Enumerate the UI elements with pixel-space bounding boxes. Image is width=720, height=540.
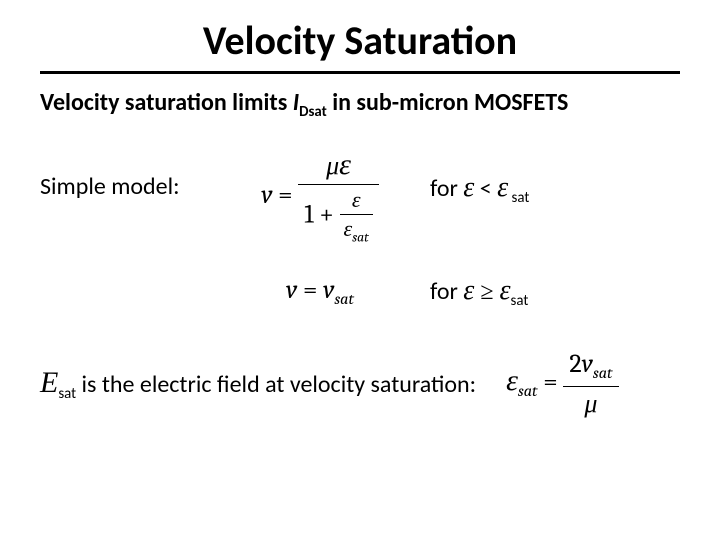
model-row-1: Simple model: v = με 1 + ε εsat for ε (40, 148, 680, 245)
eq1-den-frac-num: ε (352, 187, 361, 212)
subhead-var-sub: Dsat (299, 102, 327, 120)
page-title: Velocity Saturation (40, 16, 680, 65)
slide: Velocity Saturation Velocity saturation … (0, 0, 720, 540)
eq2-eq: = (297, 275, 323, 305)
footer-line: Esat is the electric field at velocity s… (40, 349, 680, 418)
eq1-den-oneplus: 1 + (304, 199, 339, 229)
eq3-lhs-sub: sat (518, 382, 538, 401)
eq3-eq: = (538, 367, 564, 397)
footer-text: Esat is the electric field at velocity s… (40, 366, 506, 402)
cond1-for: for (430, 174, 463, 203)
cond2-sub: sat (511, 291, 529, 309)
eq2-rhs-sub: sat (334, 290, 354, 309)
eq3-num-sub: sat (593, 365, 613, 384)
eq1-num-eps: ε (339, 148, 351, 181)
eq1-eq: = (272, 180, 298, 210)
eq3-num-v: v (582, 349, 593, 379)
eq1-lhs: v (261, 180, 272, 210)
cond2-eps2: ε (500, 275, 511, 306)
cond1-sub: sat (508, 188, 529, 206)
subhead-post: in sub-micron MOSFETS (327, 88, 569, 117)
cond2-for: for (430, 277, 463, 306)
model-row-2: v = vsat for ε ≥ εsat (40, 275, 680, 309)
eq3-num-2: 2 (569, 349, 581, 379)
cond1-lt: < (474, 174, 497, 203)
condition-1: for ε < ε sat (420, 148, 680, 206)
foot-E: E (40, 366, 58, 399)
eq1-num-mu: μ (326, 151, 339, 180)
model-label: Simple model: (40, 148, 220, 201)
eq2-rhs-v: v (323, 275, 334, 305)
eq1-den-frac-den-sub: sat (352, 230, 369, 245)
cond2-eps: ε (463, 275, 474, 306)
cond1-eps2: ε (497, 172, 508, 203)
cond1-eps: ε (463, 172, 474, 203)
subhead-pre: Velocity saturation limits (40, 88, 293, 117)
condition-2: for ε ≥ εsat (420, 275, 680, 309)
foot-E-sub: sat (58, 384, 76, 402)
foot-rest: is the electric field at velocity satura… (76, 370, 476, 399)
equation-2: v = vsat (220, 275, 420, 309)
equation-3: εsat = 2vsat μ (506, 349, 618, 418)
subheading: Velocity saturation limits IDsat in sub-… (40, 88, 680, 120)
eq2-lhs: v (286, 275, 297, 305)
title-rule (40, 71, 680, 74)
eq3-den-mu: μ (584, 389, 597, 418)
equation-1: v = με 1 + ε εsat (220, 148, 420, 245)
eq3-lhs-eps: ε (506, 364, 518, 397)
eq1-den-frac-den-eps: ε (344, 216, 353, 241)
cond2-ge: ≥ (474, 279, 499, 305)
